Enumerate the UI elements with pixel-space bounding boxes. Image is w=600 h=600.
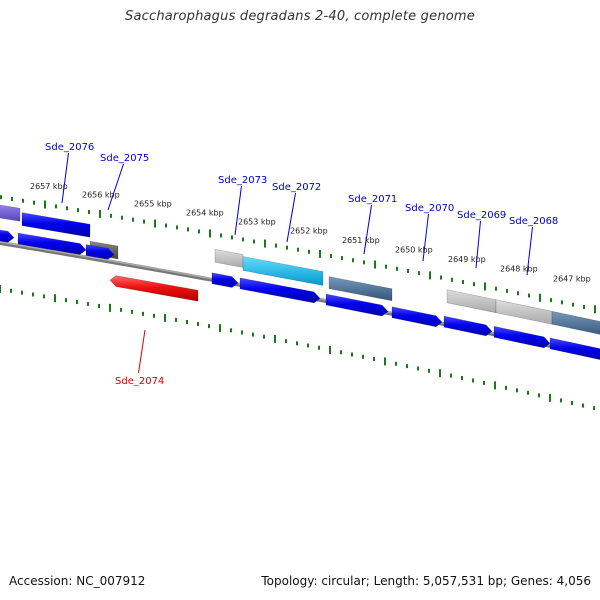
gene-label-sde-2071: Sde_2071 <box>348 194 397 205</box>
annotation-block <box>242 256 324 286</box>
gene-leader-line <box>422 213 429 262</box>
gene-leader-line <box>286 192 296 243</box>
annotation-block <box>446 289 497 314</box>
gene-leader-line <box>138 329 146 374</box>
forward-gene-arrow <box>239 277 321 304</box>
forward-gene-arrow <box>325 293 389 317</box>
forward-gene-arrow <box>391 306 443 328</box>
kbp-label: 2652 kbp <box>290 227 328 236</box>
gene-labels: Sde_2076 Sde_2075 Sde_2074 Sde_2073 Sde_2072… <box>45 142 558 387</box>
forward-gene-arrow <box>493 325 551 349</box>
kbp-label: 2656 kbp <box>82 191 120 200</box>
gene-label-sde-2076: Sde_2076 <box>45 142 94 153</box>
kbp-label: 2649 kbp <box>448 255 486 264</box>
forward-gene-arrow <box>17 232 87 255</box>
forward-gene-arrow <box>85 244 115 260</box>
kbp-label: 2655 kbp <box>134 199 172 208</box>
gene-label-sde-2069: Sde_2069 <box>457 210 506 221</box>
kbp-label: 2650 kbp <box>395 245 433 254</box>
kbp-label: 2651 kbp <box>342 236 380 245</box>
gene-leader-line <box>107 163 124 211</box>
forward-gene-arrow <box>549 337 600 360</box>
kbp-label: 2654 kbp <box>186 208 224 217</box>
forward-gene-arrow <box>0 229 15 243</box>
forward-gene-arrow <box>443 315 493 337</box>
annotation-block <box>551 310 600 335</box>
annotation-block <box>21 212 91 238</box>
kbp-label: 2648 kbp <box>500 265 538 274</box>
kbp-label: 2647 kbp <box>553 274 591 283</box>
accession-label: Accession: NC_007912 <box>9 574 146 588</box>
genome-summary: Topology: circular; Length: 5,057,531 bp… <box>261 574 591 588</box>
forward-gene-arrow <box>211 272 239 288</box>
annotation-block <box>0 204 21 222</box>
gene-leader-line <box>526 226 533 276</box>
annotation-block <box>328 276 393 302</box>
gene-label-sde-2073: Sde_2073 <box>218 175 267 186</box>
gene-leader-line <box>234 185 242 236</box>
gene-leader-line <box>61 152 69 204</box>
gene-label-sde-2074: Sde_2074 <box>115 376 164 387</box>
kbp-label: 2653 kbp <box>238 217 276 226</box>
annotation-block <box>214 248 244 268</box>
gene-features <box>0 204 600 360</box>
reverse-gene-arrow <box>109 275 199 302</box>
map-title: Saccharophagus degradans 2-40, complete … <box>125 9 475 24</box>
gene-label-sde-2070: Sde_2070 <box>405 203 454 214</box>
gene-label-sde-2072: Sde_2072 <box>272 182 321 193</box>
annotation-block <box>495 299 553 325</box>
gene-leader-line <box>363 204 372 255</box>
gene-label-sde-2068: Sde_2068 <box>509 216 558 227</box>
gene-leader-line <box>475 220 481 269</box>
kbp-ruler: 2657 kbp 2656 kbp 2655 kbp 2654 kbp 2653 kbp… <box>0 182 596 411</box>
gene-label-sde-2075: Sde_2075 <box>100 153 149 164</box>
kbp-label: 2657 kbp <box>30 182 68 191</box>
